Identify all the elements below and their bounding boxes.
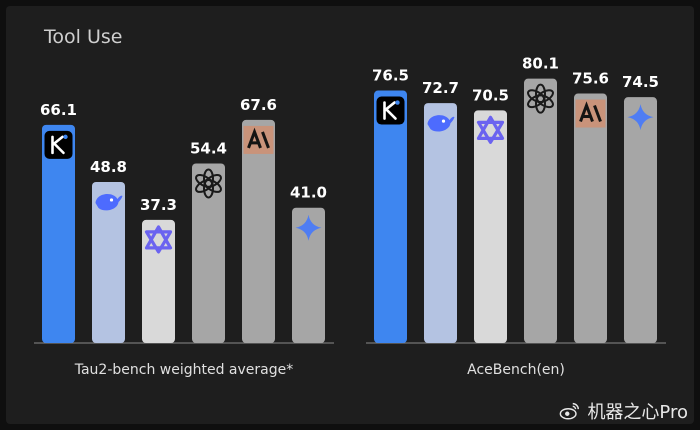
data-label: 54.4 xyxy=(190,139,227,157)
data-label: 80.1 xyxy=(522,55,559,73)
bar-openai xyxy=(192,163,225,343)
data-label: 70.5 xyxy=(472,86,509,104)
data-label: 66.1 xyxy=(40,101,77,119)
chart-panel-1: 66.1 48.8 37.3 54.4 67.6 41.0 Tau2-bench weigh… xyxy=(34,96,334,378)
data-label: 74.5 xyxy=(622,73,659,91)
bar-gemini xyxy=(624,97,657,344)
watermark-text: 机器之心Pro xyxy=(587,402,688,423)
deepseek-icon xyxy=(95,194,123,211)
bar-kimi xyxy=(374,90,407,343)
chart-title: Tool Use xyxy=(44,26,123,48)
data-label: 37.3 xyxy=(140,196,177,214)
watermark: 机器之心Pro xyxy=(559,398,688,424)
anthropic-icon xyxy=(575,99,606,128)
data-label: 76.5 xyxy=(372,67,409,85)
bar-qwen xyxy=(474,110,507,343)
kimi-icon xyxy=(44,130,73,159)
x-axis-label: AceBench(en) xyxy=(467,362,565,378)
bar-openai xyxy=(524,78,557,344)
openai-icon xyxy=(195,168,222,199)
weibo-icon xyxy=(560,402,580,420)
qwen-icon xyxy=(144,225,173,254)
bar-qwen xyxy=(142,219,175,343)
data-label: 41.0 xyxy=(290,184,327,202)
kimi-icon xyxy=(376,96,405,125)
data-label: 75.6 xyxy=(572,70,609,88)
gemini-icon xyxy=(627,104,654,131)
data-label: 67.6 xyxy=(240,96,277,114)
openai-icon xyxy=(527,83,554,114)
qwen-icon xyxy=(476,115,505,144)
bar-kimi xyxy=(42,124,75,344)
chart-panel-2: 76.5 72.7 70.5 80.1 75.6 74.5 AceBench(en) xyxy=(366,55,666,378)
data-label: 72.7 xyxy=(422,79,459,97)
data-label: 48.8 xyxy=(90,158,127,176)
bar-deepseek xyxy=(92,181,125,343)
x-axis-label: Tau2-bench weighted average* xyxy=(74,362,294,378)
bar-gemini xyxy=(292,207,325,343)
bar-deepseek xyxy=(424,103,457,343)
deepseek-icon xyxy=(427,115,455,132)
bar-anthropic xyxy=(574,93,607,344)
bar-anthropic xyxy=(242,119,275,343)
gemini-icon xyxy=(295,214,322,241)
anthropic-icon xyxy=(243,125,274,154)
